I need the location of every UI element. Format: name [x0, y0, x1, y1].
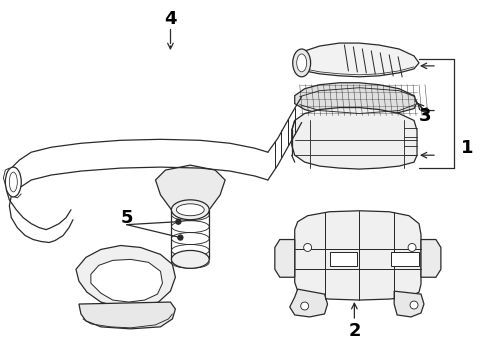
Polygon shape [394, 291, 424, 317]
Polygon shape [421, 239, 441, 277]
Polygon shape [91, 260, 163, 302]
Ellipse shape [172, 200, 209, 220]
Polygon shape [294, 211, 421, 300]
Circle shape [176, 219, 181, 224]
Ellipse shape [176, 204, 204, 216]
Circle shape [304, 243, 312, 251]
Bar [329, 252, 357, 266]
Ellipse shape [172, 251, 209, 268]
Circle shape [301, 302, 309, 310]
Circle shape [408, 243, 416, 251]
Polygon shape [290, 289, 327, 317]
Ellipse shape [9, 172, 17, 192]
Polygon shape [292, 108, 417, 169]
Bar [391, 252, 419, 266]
Text: 4: 4 [164, 10, 177, 28]
Circle shape [178, 235, 183, 240]
Text: 3: 3 [419, 107, 431, 125]
Text: 1: 1 [461, 139, 473, 157]
Polygon shape [155, 165, 225, 210]
Polygon shape [76, 246, 175, 307]
Text: 2: 2 [348, 322, 361, 340]
Polygon shape [294, 83, 417, 117]
Ellipse shape [5, 167, 21, 197]
Circle shape [410, 301, 418, 309]
Polygon shape [275, 239, 294, 277]
Ellipse shape [293, 49, 311, 77]
Ellipse shape [297, 54, 307, 72]
Text: 5: 5 [121, 209, 133, 227]
Polygon shape [79, 302, 175, 329]
Polygon shape [294, 43, 419, 77]
